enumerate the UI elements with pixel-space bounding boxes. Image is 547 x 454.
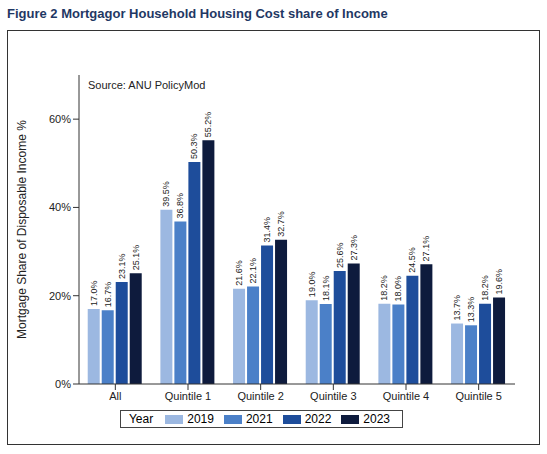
svg-text:20%: 20%: [49, 290, 71, 302]
svg-text:18.0%: 18.0%: [393, 276, 403, 302]
svg-text:Mortgage Share of Disposable I: Mortgage Share of Disposable Income %: [15, 120, 29, 339]
svg-text:40%: 40%: [49, 201, 71, 213]
svg-text:Quintile 5: Quintile 5: [455, 390, 501, 402]
svg-text:27.1%: 27.1%: [421, 236, 431, 262]
svg-text:17.0%: 17.0%: [89, 280, 99, 306]
svg-text:22.1%: 22.1%: [248, 258, 258, 284]
svg-text:39.5%: 39.5%: [161, 181, 171, 207]
html-text:Source: ANU PolicyMod: Source: ANU PolicyMod: [88, 79, 206, 91]
html-text:2022: 2022: [304, 412, 332, 426]
svg-text:13.3%: 13.3%: [466, 297, 476, 323]
svg-text:16.7%: 16.7%: [103, 282, 113, 308]
html-text:Year: Year: [129, 412, 154, 426]
svg-text:60%: 60%: [49, 113, 71, 125]
svg-text:18.2%: 18.2%: [480, 275, 490, 301]
svg-text:21.6%: 21.6%: [234, 260, 244, 286]
svg-text:13.7%: 13.7%: [452, 295, 462, 321]
svg-text:Quintile 1: Quintile 1: [165, 390, 211, 402]
svg-text:25.6%: 25.6%: [335, 242, 345, 268]
svg-text:18.2%: 18.2%: [379, 275, 389, 301]
svg-text:25.1%: 25.1%: [131, 245, 141, 271]
html-text:2019: 2019: [187, 412, 214, 426]
svg-text:All: All: [109, 390, 121, 402]
svg-text:Quintile 4: Quintile 4: [383, 390, 429, 402]
svg-text:23.1%: 23.1%: [117, 253, 127, 279]
svg-text:27.3%: 27.3%: [349, 235, 359, 261]
svg-text:31.4%: 31.4%: [262, 217, 272, 243]
svg-text:24.5%: 24.5%: [407, 247, 417, 273]
svg-text:18.1%: 18.1%: [321, 276, 331, 302]
svg-text:Quintile 2: Quintile 2: [237, 390, 283, 402]
svg-text:36.8%: 36.8%: [175, 193, 185, 219]
svg-text:55.2%: 55.2%: [203, 112, 213, 138]
svg-text:0%: 0%: [55, 378, 71, 390]
svg-text:19.0%: 19.0%: [307, 272, 317, 298]
html-text:2021: 2021: [245, 412, 273, 426]
svg-text:Quintile 3: Quintile 3: [310, 390, 356, 402]
svg-text:32.7%: 32.7%: [276, 211, 286, 237]
svg-text:50.3%: 50.3%: [189, 133, 199, 159]
svg-text:19.6%: 19.6%: [494, 269, 504, 295]
html-text:2023: 2023: [363, 412, 390, 426]
html-text:Figure 2 Mortgagor Household H: Figure 2 Mortgagor Household Housing Cos…: [7, 6, 388, 21]
